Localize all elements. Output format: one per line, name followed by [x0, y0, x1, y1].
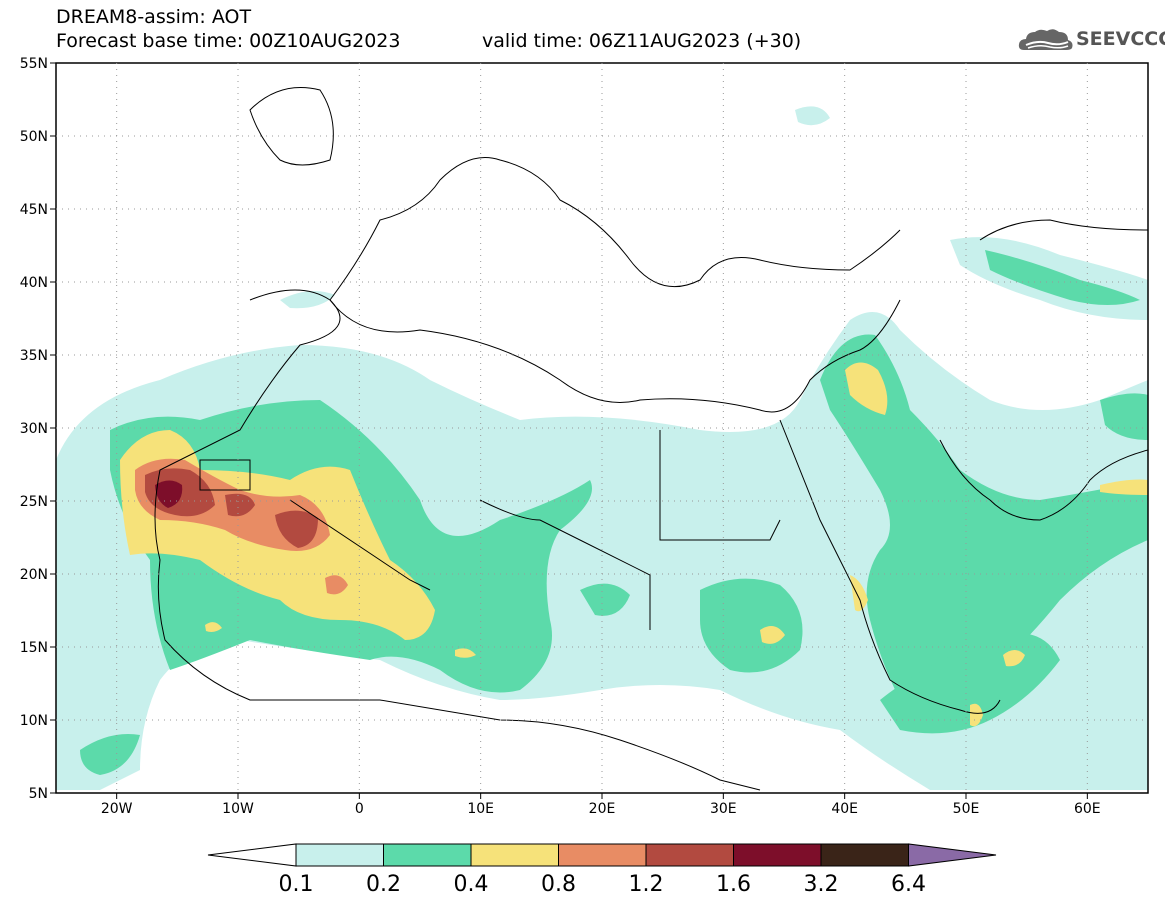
lon-label: 50E	[953, 801, 980, 817]
colorbar-label: 1.2	[628, 872, 664, 897]
lat-label: 15N	[20, 640, 48, 656]
lat-label: 55N	[20, 56, 48, 72]
lon-label: 60E	[1074, 801, 1101, 817]
colorbar-segment	[295, 843, 384, 867]
lon-labels: 20W 10W 0 10E 20E 30E 40E 50E 60E	[101, 793, 1101, 817]
aot-field	[56, 106, 1148, 790]
lon-label: 40E	[831, 801, 858, 817]
colorbar-label: 3.2	[803, 872, 839, 897]
lat-label: 50N	[20, 129, 48, 145]
colorbar-label: 0.4	[453, 872, 489, 897]
chart-title: DREAM8-assim: AOT	[56, 6, 252, 28]
aot-level-1.6	[155, 480, 183, 508]
colorbar	[207, 843, 997, 867]
lat-label: 25N	[20, 494, 48, 510]
logo-text: SEEVCCC	[1076, 28, 1165, 50]
cloud-icon	[1018, 29, 1073, 50]
colorbar-label: 0.8	[541, 872, 576, 897]
colorbar-segment	[470, 843, 559, 867]
lat-label: 35N	[20, 348, 48, 364]
lon-label: 10W	[222, 801, 254, 817]
lat-label: 40N	[20, 275, 48, 291]
lat-label: 45N	[20, 202, 48, 218]
lat-label: 30N	[20, 421, 48, 437]
colorbar-label: 0.1	[278, 872, 314, 897]
colorbar-segment	[733, 843, 822, 867]
lon-label: 30E	[710, 801, 737, 817]
lon-label: 20E	[589, 801, 616, 817]
lat-labels: 55N 50N 45N 40N 35N 30N 25N 20N 15N 10N 5N	[20, 56, 56, 802]
colorbar-segment	[820, 843, 909, 867]
lat-label: 5N	[29, 786, 48, 802]
lon-label: 10E	[467, 801, 494, 817]
colorbar-segment	[383, 843, 472, 867]
colorbar-label: 1.6	[716, 872, 751, 897]
valid-time: valid time: 06Z11AUG2023 (+30)	[482, 30, 802, 52]
colorbar-segment	[558, 843, 647, 867]
colorbar-under-arrow	[207, 843, 297, 867]
lon-label: 20W	[101, 801, 133, 817]
coastlines	[154, 87, 1148, 791]
lon-label: 0	[355, 801, 364, 817]
colorbar-over-arrow	[908, 843, 997, 867]
lat-label: 10N	[20, 713, 48, 729]
lat-label: 20N	[20, 567, 48, 583]
base-time: Forecast base time: 00Z10AUG2023	[56, 30, 401, 52]
graticule	[56, 63, 1148, 793]
colorbar-label: 0.2	[366, 872, 401, 897]
seevccc-logo: SEEVCCC	[1018, 26, 1165, 54]
colorbar-segment	[645, 843, 734, 867]
colorbar-label: 6.4	[891, 872, 926, 897]
